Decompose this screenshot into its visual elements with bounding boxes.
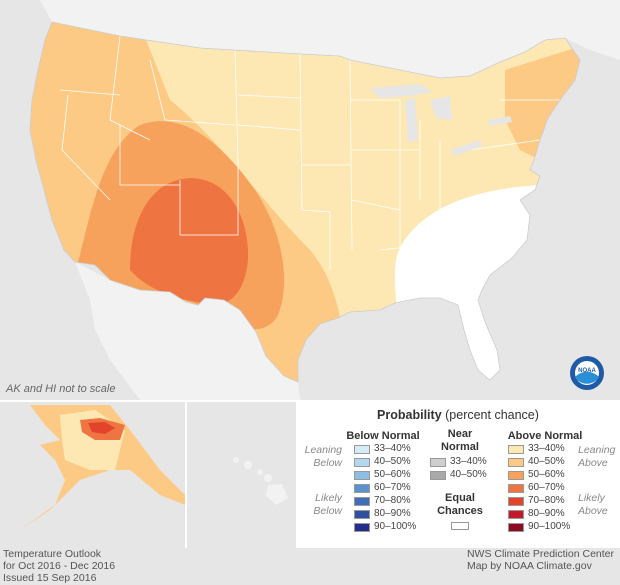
below-normal-swatch (354, 523, 370, 532)
credits: NWS Climate Prediction Center Map by NOA… (467, 548, 614, 572)
alaska-inset (20, 405, 185, 530)
panel-divider-vertical (185, 402, 187, 548)
leaning-above-line2: Above (578, 457, 608, 469)
above-normal-label: 40–50% (528, 456, 565, 467)
below-normal-label: 90–100% (374, 521, 417, 532)
likely-above-label: Likely Above (578, 492, 618, 518)
above-normal-label: 90–100% (528, 521, 571, 532)
below-normal-swatch (354, 471, 370, 480)
likely-below-line1: Likely (315, 492, 342, 504)
canada-land (40, 0, 620, 78)
below-normal-label: 80–90% (374, 508, 411, 519)
outlook-info: Temperature Outlook for Oct 2016 - Dec 2… (3, 548, 115, 584)
near-normal-heading: Near Normal (436, 428, 484, 454)
near-heading-line2: Normal (441, 441, 479, 453)
leaning-below-line2: Below (313, 457, 342, 469)
below-normal-swatch (354, 458, 370, 467)
likely-above-line2: Above (578, 505, 608, 517)
above-60-70-region (130, 178, 249, 305)
above-normal-label: 70–80% (528, 495, 565, 506)
legend-title: Probability (percent chance) (296, 408, 620, 422)
panel-divider (0, 400, 620, 402)
mexico-land (75, 262, 300, 400)
below-normal-label: 33–40% (374, 443, 411, 454)
above-normal-swatch (508, 471, 524, 480)
equal-chances-line2: Chances (437, 505, 483, 517)
svg-text:NOAA: NOAA (578, 368, 596, 374)
above-normal-swatch (508, 523, 524, 532)
below-normal-heading: Below Normal (346, 430, 420, 442)
near-heading-line1: Near (447, 428, 473, 440)
equal-chances-label: Equal Chances (434, 492, 486, 518)
noaa-logo: NOAA (570, 356, 604, 390)
outlook-title: Temperature Outlook (3, 548, 102, 560)
above-normal-swatch (508, 445, 524, 454)
legend-title-rest: (percent chance) (445, 408, 539, 422)
probability-legend: Probability (percent chance) Below Norma… (296, 402, 620, 548)
hawaii-inset (233, 457, 288, 505)
near-normal-label: 40–50% (450, 469, 487, 480)
outlook-issued: Issued 15 Sep 2016 (3, 572, 97, 584)
near-normal-label: 33–40% (450, 456, 487, 467)
leaning-below-line1: Leaning (304, 444, 342, 456)
likely-below-line2: Below (313, 505, 342, 517)
above-normal-heading: Above Normal (507, 430, 583, 442)
great-lakes (370, 84, 512, 156)
credit-cpc: NWS Climate Prediction Center (466, 548, 614, 560)
above-normal-swatch (508, 458, 524, 467)
leaning-below-label: Leaning Below (298, 444, 342, 470)
leaning-above-label: Leaning Above (578, 444, 618, 470)
below-normal-swatch (354, 484, 370, 493)
equal-chances-swatch (451, 522, 469, 530)
above-normal-swatch (508, 497, 524, 506)
likely-below-label: Likely Below (298, 492, 342, 518)
above-normal-label: 80–90% (528, 508, 565, 519)
below-normal-label: 60–70% (374, 482, 411, 493)
below-normal-label: 70–80% (374, 495, 411, 506)
conus-outline (29, 21, 581, 383)
above-normal-label: 50–60% (528, 469, 565, 480)
leaning-above-line1: Leaning (578, 444, 616, 456)
below-normal-swatch (354, 497, 370, 506)
credit-map: Map by NOAA Climate.gov (466, 560, 592, 572)
near-normal-swatch (430, 458, 446, 467)
near-normal-swatch (430, 471, 446, 480)
above-normal-swatch (508, 484, 524, 493)
scale-note: AK and HI not to scale (6, 383, 116, 395)
below-normal-label: 50–60% (374, 469, 411, 480)
legend-title-bold: Probability (377, 408, 442, 422)
above-normal-label: 60–70% (528, 482, 565, 493)
likely-above-line1: Likely (578, 492, 605, 504)
state-boundaries (59, 35, 560, 301)
equal-chances-line1: Equal (445, 492, 475, 504)
below-normal-swatch (354, 445, 370, 454)
below-normal-label: 40–50% (374, 456, 411, 467)
above-normal-label: 33–40% (528, 443, 565, 454)
above-normal-swatch (508, 510, 524, 519)
outlook-period: for Oct 2016 - Dec 2016 (3, 560, 116, 572)
below-normal-swatch (354, 510, 370, 519)
